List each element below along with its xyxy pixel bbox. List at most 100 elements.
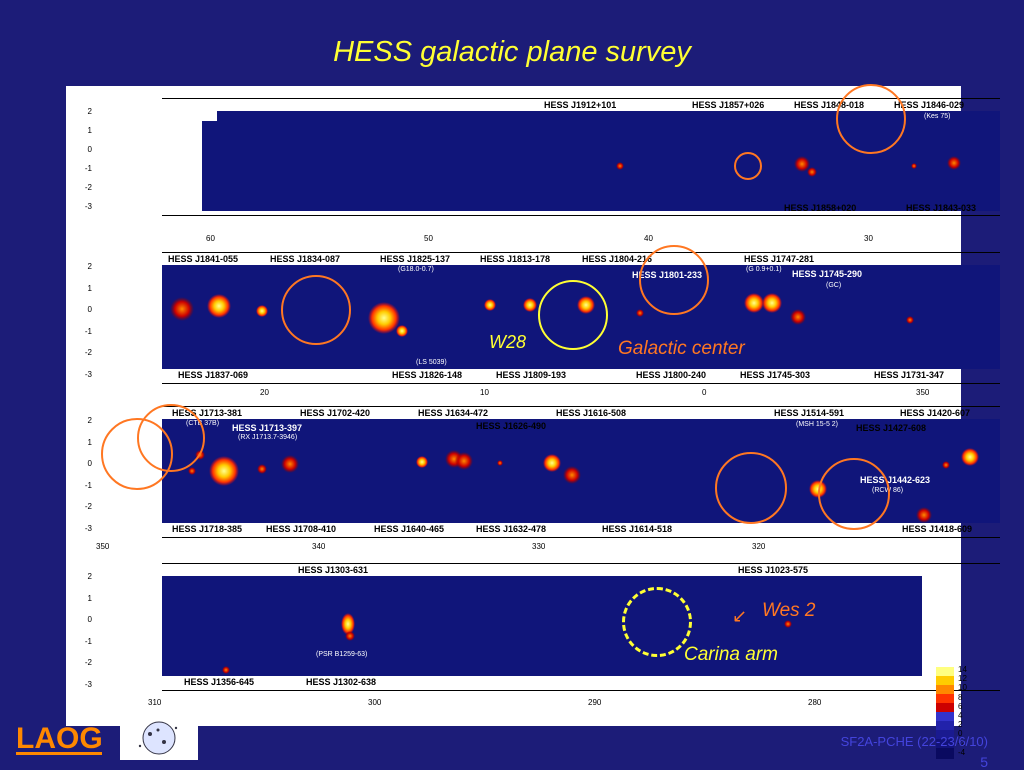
source-note: (Kes 75) — [924, 113, 951, 120]
wes2-annotation: Wes 2 — [762, 600, 816, 621]
source-label: HESS J1848-018 — [794, 100, 865, 110]
source-blob — [207, 294, 231, 318]
source-blob — [636, 309, 644, 317]
source-label: HESS J1837-069 — [178, 370, 249, 380]
source-label: HESS J1427-608 — [856, 423, 927, 433]
source-label: HESS J1303-631 — [298, 565, 369, 575]
source-label: HESS J1356-645 — [184, 677, 255, 687]
source-label: HESS J1420-607 — [900, 408, 971, 418]
source-blob — [484, 299, 496, 311]
source-blob — [911, 163, 917, 169]
source-label: HESS J1632-478 — [476, 524, 547, 534]
x-tick: 40 — [644, 234, 653, 243]
source-label: HESS J1708-410 — [266, 524, 337, 534]
survey-strip-4: HESS J1303-631 HESS J1023-575 (PSR B1259… — [162, 563, 1000, 691]
source-blob — [257, 464, 267, 474]
source-label: HESS J1634-472 — [418, 408, 489, 418]
source-label: HESS J1640-465 — [374, 524, 445, 534]
source-label: HESS J1813-178 — [480, 254, 551, 264]
survey-figure: HESS J1912+101 HESS J1857+026 HESS J1848… — [66, 86, 1000, 759]
source-blob — [497, 460, 503, 466]
source-note: (G18.0-0.7) — [398, 266, 434, 273]
page-number: 5 — [980, 754, 988, 770]
source-blob — [416, 456, 428, 468]
source-label: HESS J1616-508 — [556, 408, 627, 418]
source-blob — [744, 293, 764, 313]
highlight-ring — [836, 84, 906, 154]
source-label: HESS J1800-240 — [636, 370, 707, 380]
x-tick: 290 — [588, 698, 602, 707]
sky-map-4 — [162, 576, 922, 676]
source-label: HESS J1747-281 — [744, 254, 815, 264]
x-tick: 20 — [260, 388, 269, 397]
source-note: (LS 5039) — [416, 359, 447, 366]
highlight-ring — [715, 452, 787, 524]
y-axis-ticks-1: 2 1 0 -1 -2 -3 — [84, 107, 92, 211]
source-note: (GC) — [826, 282, 842, 289]
source-blob — [455, 452, 473, 470]
laog-logo: LAOG — [16, 722, 103, 755]
source-blob — [222, 666, 230, 674]
colour-scale — [936, 667, 954, 759]
slide-footer: SF2A-PCHE (22-23/6/10) — [840, 734, 988, 749]
planck-logo — [120, 716, 198, 760]
source-blob — [523, 298, 537, 312]
x-tick: 350 — [96, 542, 110, 551]
x-tick: 330 — [532, 542, 546, 551]
highlight-ring — [137, 404, 205, 472]
highlight-ring — [281, 275, 351, 345]
highlight-ring — [734, 152, 762, 180]
source-blob — [543, 454, 561, 472]
source-note: (CTB 37B) — [186, 420, 220, 427]
source-blob — [916, 507, 932, 523]
source-blob — [961, 448, 979, 466]
source-label: HESS J1713-381 — [172, 408, 243, 418]
source-blob — [188, 467, 196, 475]
source-label: HESS J1825-137 — [380, 254, 451, 264]
source-label: HESS J1514-591 — [774, 408, 845, 418]
y-axis-ticks-4: 2 1 0 -1 -2 -3 — [84, 572, 92, 689]
source-blob — [762, 293, 782, 313]
source-blob — [947, 156, 961, 170]
colour-scale-labels: 14 12 10 8 6 4 2 0 -2 -4 — [958, 665, 967, 757]
source-label: HESS J1718-385 — [172, 524, 243, 534]
source-label: HESS J1702-420 — [300, 408, 371, 418]
source-label: HESS J1442-623 — [860, 475, 931, 485]
highlight-ring — [818, 458, 890, 530]
source-label: HESS J1841-055 — [168, 254, 239, 264]
source-label: HESS J1843-033 — [906, 203, 977, 213]
w28-annotation: W28 — [489, 332, 527, 352]
source-blob — [209, 456, 239, 486]
source-label: HESS J1834-087 — [270, 254, 341, 264]
source-blob — [281, 455, 299, 473]
highlight-ring — [639, 245, 709, 315]
galactic-center-annotation: Galactic center — [618, 338, 745, 359]
source-blob — [794, 156, 810, 172]
highlight-ring — [538, 280, 608, 350]
x-tick: 10 — [480, 388, 489, 397]
source-label: HESS J1023-575 — [738, 565, 809, 575]
source-blob — [790, 309, 806, 325]
source-blob — [341, 613, 355, 635]
source-label: HESS J1745-290 — [792, 269, 863, 279]
source-blob — [368, 302, 400, 334]
source-label: HESS J1912+101 — [544, 100, 617, 110]
slide-title: HESS galactic plane survey — [333, 36, 691, 68]
source-blob — [256, 305, 268, 317]
source-blob — [906, 316, 914, 324]
x-tick: 280 — [808, 698, 822, 707]
x-tick: 60 — [206, 234, 215, 243]
x-tick: 300 — [368, 698, 382, 707]
source-label: HESS J1804-216 — [582, 254, 653, 264]
source-blob — [616, 162, 624, 170]
source-blob — [807, 167, 817, 177]
source-label: HESS J1713-397 — [232, 423, 303, 433]
source-blob — [170, 297, 194, 321]
source-label: HESS J1626-490 — [476, 421, 547, 431]
source-note: (MSH 15-5 2) — [796, 421, 839, 428]
survey-strip-1: HESS J1912+101 HESS J1857+026 HESS J1848… — [162, 98, 1000, 216]
carina-annotation: Carina arm — [684, 644, 778, 665]
source-label: HESS J1418-609 — [902, 524, 973, 534]
source-blob — [942, 461, 950, 469]
x-tick: 310 — [148, 698, 162, 707]
